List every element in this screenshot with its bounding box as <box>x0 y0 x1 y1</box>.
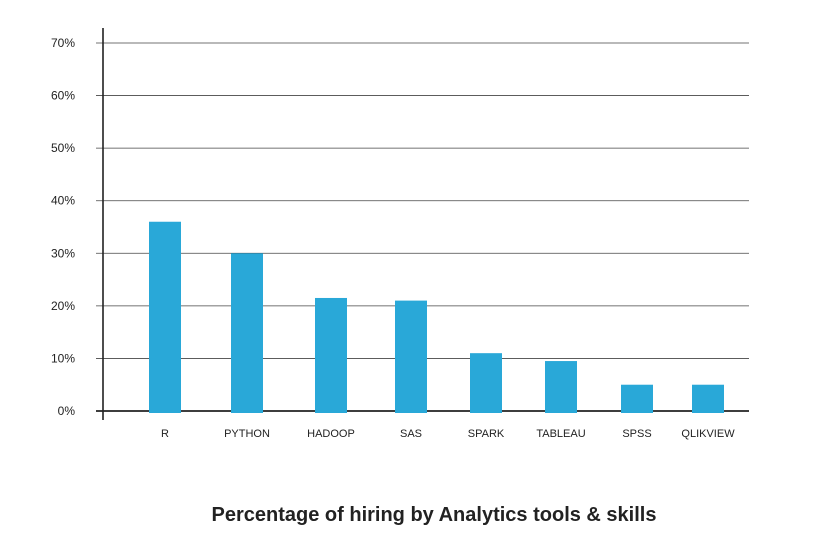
bar-qlikview <box>692 384 724 413</box>
category-label: SPARK <box>468 428 505 440</box>
bar-spss <box>621 384 653 413</box>
category-label: SPSS <box>622 428 651 440</box>
y-tick-label: 0% <box>58 404 76 418</box>
category-label: SAS <box>400 428 422 440</box>
y-tick-label: 50% <box>51 141 75 155</box>
bar-tableau <box>545 361 577 413</box>
bar-hadoop <box>315 297 347 413</box>
y-tick-label: 60% <box>51 89 75 103</box>
y-tick-label: 40% <box>51 194 75 208</box>
bar-python <box>231 253 263 413</box>
y-tick-labels: 0% 10% 20% 30% 40% 50% 60% 70% <box>51 36 75 418</box>
y-tick-label: 10% <box>51 351 75 365</box>
y-tick-label: 70% <box>51 36 75 50</box>
category-labels: R PYTHON HADOOP SAS SPARK TABLEAU SPSS QLIKVIEW <box>161 428 735 440</box>
bars <box>149 221 724 413</box>
bar-sas <box>395 300 427 413</box>
category-label: HADOOP <box>307 428 355 440</box>
y-tick-label: 30% <box>51 246 75 260</box>
bar-spark <box>470 353 502 413</box>
chart-title: Percentage of hiring by Analytics tools … <box>212 504 657 526</box>
category-label: TABLEAU <box>536 428 585 440</box>
category-label: QLIKVIEW <box>681 428 735 440</box>
category-label: PYTHON <box>224 428 270 440</box>
category-label: R <box>161 428 169 440</box>
y-tick-label: 20% <box>51 299 75 313</box>
bar-r <box>149 221 181 413</box>
